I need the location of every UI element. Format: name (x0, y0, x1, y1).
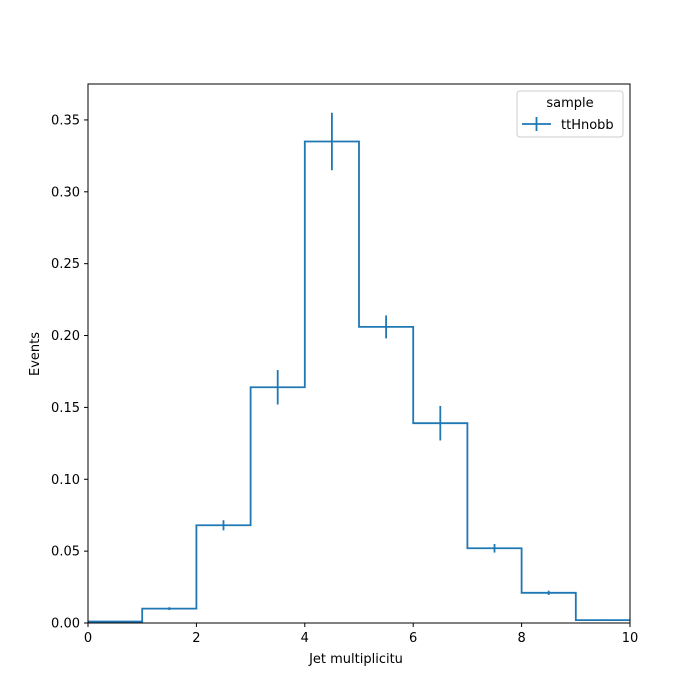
legend-box (516, 90, 624, 138)
axes-frame (87, 83, 631, 624)
y-tick-label: 0.25 (51, 257, 80, 272)
x-tick-label: 0 (84, 631, 92, 646)
y-tick-label: 0.00 (51, 617, 80, 632)
y-tick-label: 0.10 (51, 473, 80, 488)
x-tick-label: 2 (192, 631, 200, 646)
y-tick-label: 0.20 (51, 329, 80, 344)
y-axis-label: Events (28, 332, 43, 376)
y-tick-label: 0.05 (51, 545, 80, 560)
y-tick-label: 0.35 (51, 113, 80, 128)
histogram-step-ttHnobb (88, 140, 630, 623)
x-tick-label: 4 (301, 631, 309, 646)
plot-area (88, 112, 630, 623)
y-tick-label: 0.15 (51, 401, 80, 416)
legend-entry-label: ttHnobb (561, 118, 614, 133)
x-tick-label: 6 (409, 631, 417, 646)
x-axis-label: Jet multiplicitu (308, 652, 403, 667)
x-tick-label: 10 (622, 631, 639, 646)
y-tick-label: 0.30 (51, 185, 80, 200)
x-tick-label: 8 (517, 631, 525, 646)
axes: 0 2 4 6 8 10 0.00 0.05 0.10 0.15 0.20 0.25 0.30 0.35 (51, 83, 639, 646)
legend: sample ttHnobb (516, 90, 624, 138)
legend-title: sample (546, 96, 593, 111)
